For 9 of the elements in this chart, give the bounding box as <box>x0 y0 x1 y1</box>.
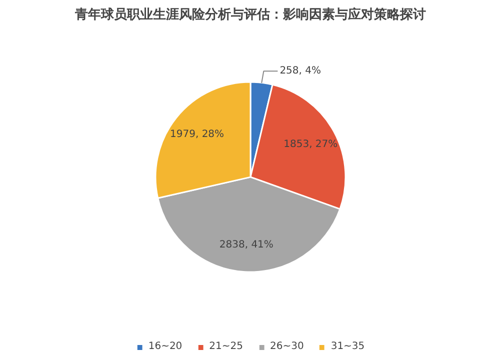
data-label: 1979, 28% <box>170 129 224 140</box>
chart-title: 青年球员职业生涯风险分析与评估：影响因素与应对策略探讨 <box>74 6 426 22</box>
data-label: 1853, 27% <box>284 139 338 150</box>
data-label: 258, 4% <box>280 66 322 77</box>
legend-label: 16~20 <box>148 341 182 352</box>
data-label: 2838, 41% <box>219 240 274 251</box>
legend-label: 31~35 <box>330 341 365 352</box>
legend-label: 26~30 <box>270 341 304 352</box>
legend-label: 21~25 <box>209 341 243 352</box>
